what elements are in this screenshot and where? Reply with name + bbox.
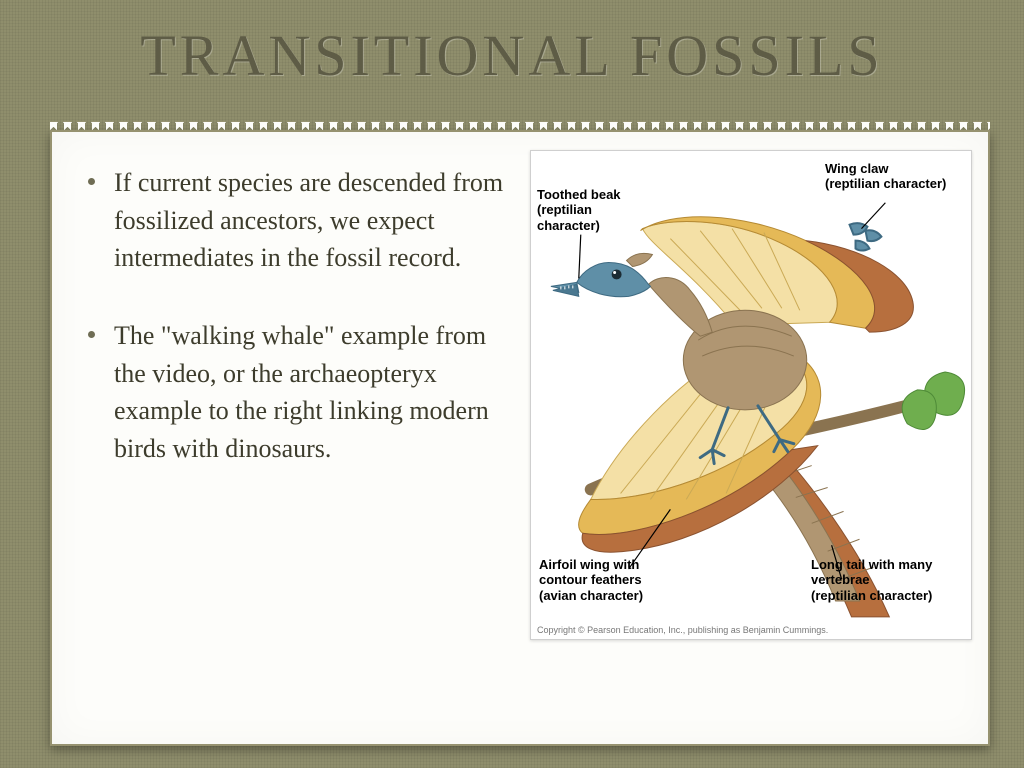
label-title: Toothed beak [537,187,621,202]
bullet-text: The "walking whale" example from the vid… [114,321,489,463]
figure-copyright: Copyright © Pearson Education, Inc., pub… [537,625,828,635]
label-sub: (avian character) [539,588,643,603]
label-toothed-beak: Toothed beak (reptilian character) [537,187,657,233]
label-title: Airfoil wing with contour feathers [539,557,642,587]
label-sub: (reptilian character) [825,176,946,191]
label-sub: (reptilian character) [811,588,932,603]
list-item: The "walking whale" example from the vid… [88,317,518,468]
label-title: Long tail with many vertebrae [811,557,932,587]
bullet-list: If current species are descended from fo… [88,164,518,508]
archaeopteryx-figure: Toothed beak (reptilian character) Wing … [530,150,972,640]
paper-panel: If current species are descended from fo… [50,130,990,746]
label-airfoil-wing: Airfoil wing with contour feathers (avia… [539,557,689,603]
label-wing-claw: Wing claw (reptilian character) [825,161,965,192]
list-item: If current species are descended from fo… [88,164,518,277]
label-long-tail: Long tail with many vertebrae (reptilian… [811,557,961,603]
label-title: Wing claw [825,161,888,176]
label-sub: (reptilian character) [537,202,600,232]
bullet-text: If current species are descended from fo… [114,168,503,272]
slide-title: TRANSITIONAL FOSSILS [0,22,1024,89]
